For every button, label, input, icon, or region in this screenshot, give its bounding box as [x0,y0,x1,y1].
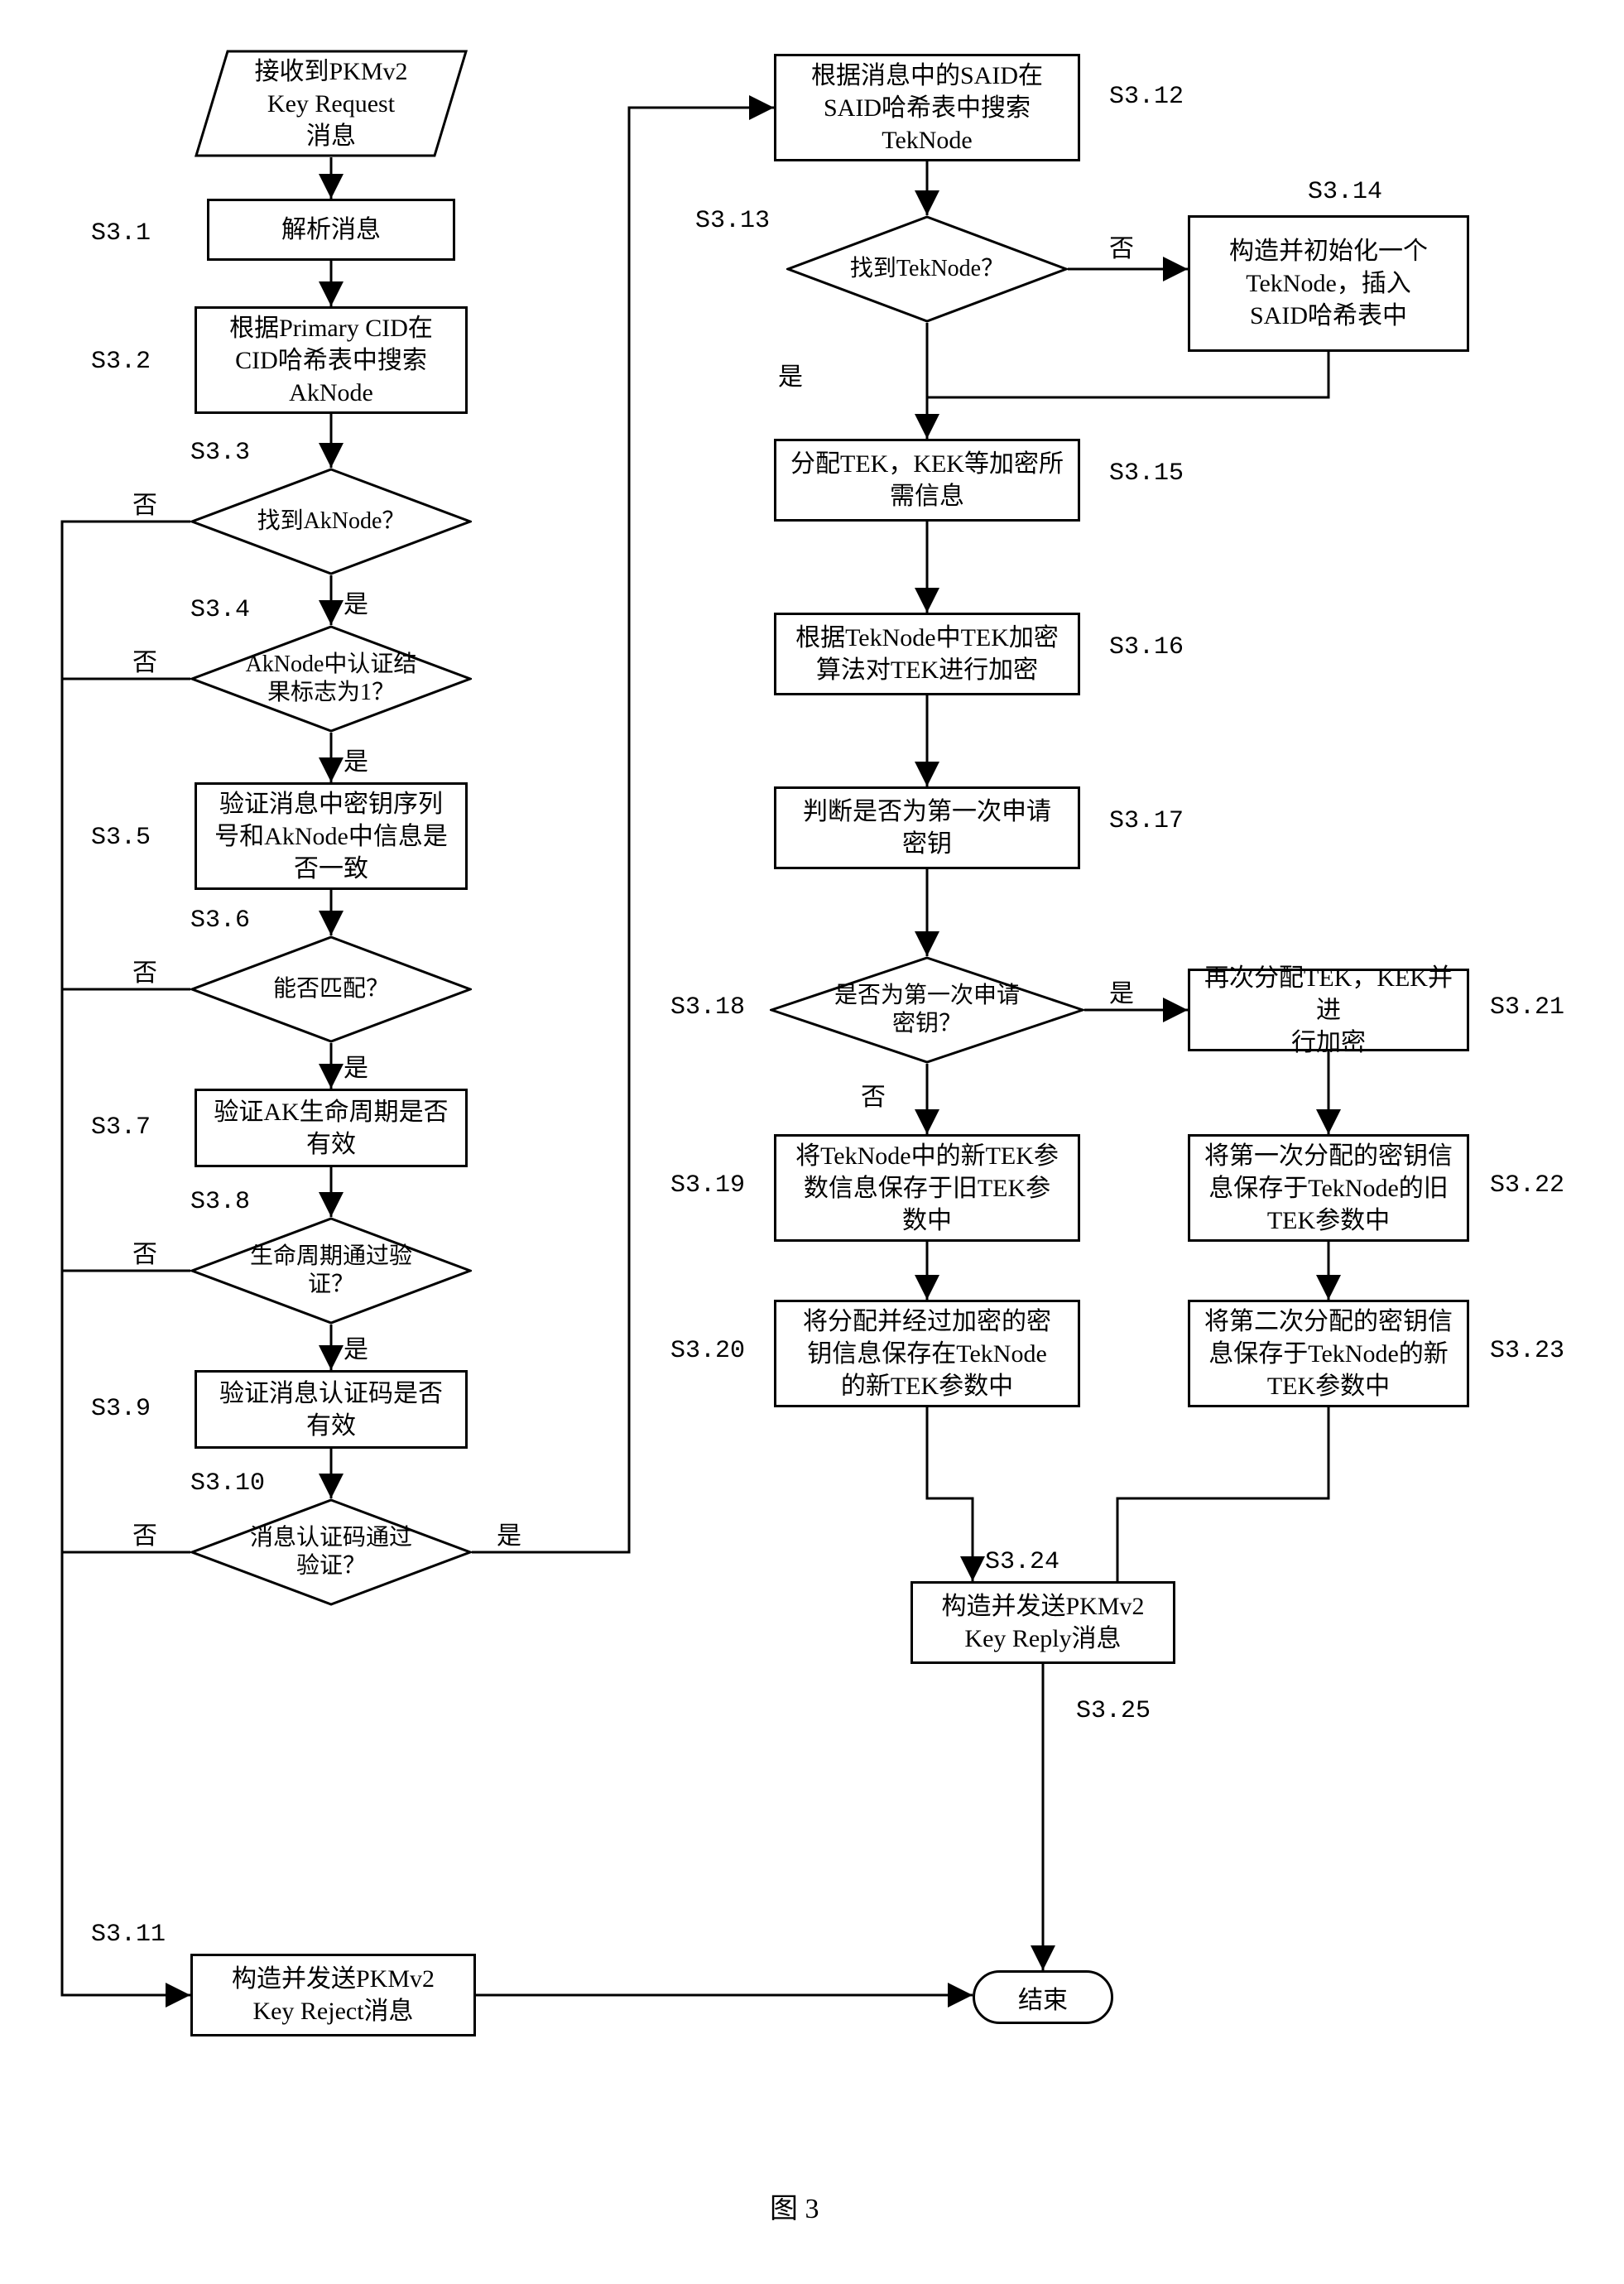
node-parse: 解析消息 [207,199,455,261]
node-send-reject: 构造并发送PKMv2Key Reject消息 [190,1954,476,2036]
node-encrypt-tek: 根据TekNode中TEK加密算法对TEK进行加密 [774,613,1080,695]
decision-found-teknode: 找到TekNode？ [786,215,1068,323]
label-s3-23: S3.23 [1490,1337,1564,1365]
decision-life-valid: 生命周期通过验证？ [190,1217,472,1325]
label-s3-25: S3.25 [1076,1697,1151,1725]
node-save-first-old: 将第一次分配的密钥信息保存于TekNode的旧TEK参数中 [1188,1134,1469,1242]
node-search-teknode: 根据消息中的SAID在SAID哈希表中搜索TekNode [774,54,1080,161]
label-s3-9: S3.9 [91,1395,151,1423]
label-s3-21: S3.21 [1490,993,1564,1022]
node-save-second-new: 将第二次分配的密钥信息保存于TekNode的新TEK参数中 [1188,1300,1469,1407]
node-verify-ak-life: 验证AK生命周期是否有效 [195,1089,468,1167]
label-s3-3: S3.3 [190,439,250,467]
label-s3-11: S3.11 [91,1921,166,1949]
branch-d18-no: 否 [861,1076,886,1113]
branch-d3-no: 否 [132,484,157,521]
figure-caption: 图 3 [770,2185,819,2226]
node-verify-seq: 验证消息中密钥序列号和AkNode中信息是否一致 [195,782,468,890]
node-save-new-tek: 将分配并经过加密的密钥信息保存在TekNode的新TEK参数中 [774,1300,1080,1407]
branch-d4-no: 否 [132,642,157,678]
decision-auth-flag: AkNode中认证结果标志为1？ [190,625,472,733]
branch-d13-no: 否 [1109,228,1134,264]
branch-d3-yes: 是 [344,584,368,620]
label-s3-12: S3.12 [1109,83,1184,111]
end-node: 结束 [973,1970,1113,2024]
node-verify-mac: 验证消息认证码是否有效 [195,1370,468,1449]
node-check-first: 判断是否为第一次申请密钥 [774,786,1080,869]
label-s3-8: S3.8 [190,1188,250,1216]
label-s3-14: S3.14 [1308,178,1382,206]
branch-d6-yes: 是 [344,1047,368,1084]
label-s3-22: S3.22 [1490,1171,1564,1200]
label-s3-24: S3.24 [985,1548,1059,1576]
label-s3-7: S3.7 [91,1113,151,1142]
start-text: 接收到PKMv2Key Request消息 [229,47,432,161]
node-send-reply: 构造并发送PKMv2Key Reply消息 [910,1581,1175,1664]
branch-d6-no: 否 [132,952,157,988]
branch-d8-no: 否 [132,1233,157,1270]
decision-match: 能否匹配？ [190,935,472,1043]
label-s3-4: S3.4 [190,596,250,624]
branch-d8-yes: 是 [344,1329,368,1365]
branch-d4-yes: 是 [344,741,368,777]
node-search-aknode: 根据Primary CID在CID哈希表中搜索AkNode [195,306,468,414]
branch-d10-no: 否 [132,1515,157,1551]
label-s3-16: S3.16 [1109,633,1184,661]
label-s3-6: S3.6 [190,906,250,935]
label-s3-19: S3.19 [670,1171,745,1200]
branch-d13-yes: 是 [778,356,803,392]
start-node: 接收到PKMv2Key Request消息 [195,50,468,157]
label-s3-17: S3.17 [1109,807,1184,835]
node-alloc-tek: 分配TEK，KEK等加密所需信息 [774,439,1080,522]
node-save-old-tek: 将TekNode中的新TEK参数信息保存于旧TEK参数中 [774,1134,1080,1242]
label-s3-1: S3.1 [91,219,151,248]
decision-mac-valid: 消息认证码通过验证？ [190,1498,472,1606]
decision-first-request: 是否为第一次申请密钥？ [770,956,1084,1064]
node-realloc-tek: 再次分配TEK，KEK并进行加密 [1188,969,1469,1051]
label-s3-2: S3.2 [91,348,151,376]
label-s3-13: S3.13 [695,207,770,235]
label-s3-20: S3.20 [670,1337,745,1365]
label-s3-15: S3.15 [1109,459,1184,488]
decision-found-aknode: 找到AkNode？ [190,468,472,575]
label-s3-18: S3.18 [670,993,745,1022]
node-init-teknode: 构造并初始化一个TekNode，插入SAID哈希表中 [1188,215,1469,352]
label-s3-10: S3.10 [190,1469,265,1498]
label-s3-5: S3.5 [91,824,151,852]
branch-d10-yes: 是 [497,1515,521,1551]
branch-d18-yes: 是 [1109,973,1134,1009]
flowchart-canvas: 接收到PKMv2Key Request消息 解析消息 S3.1 根据Primar… [33,33,1591,2251]
